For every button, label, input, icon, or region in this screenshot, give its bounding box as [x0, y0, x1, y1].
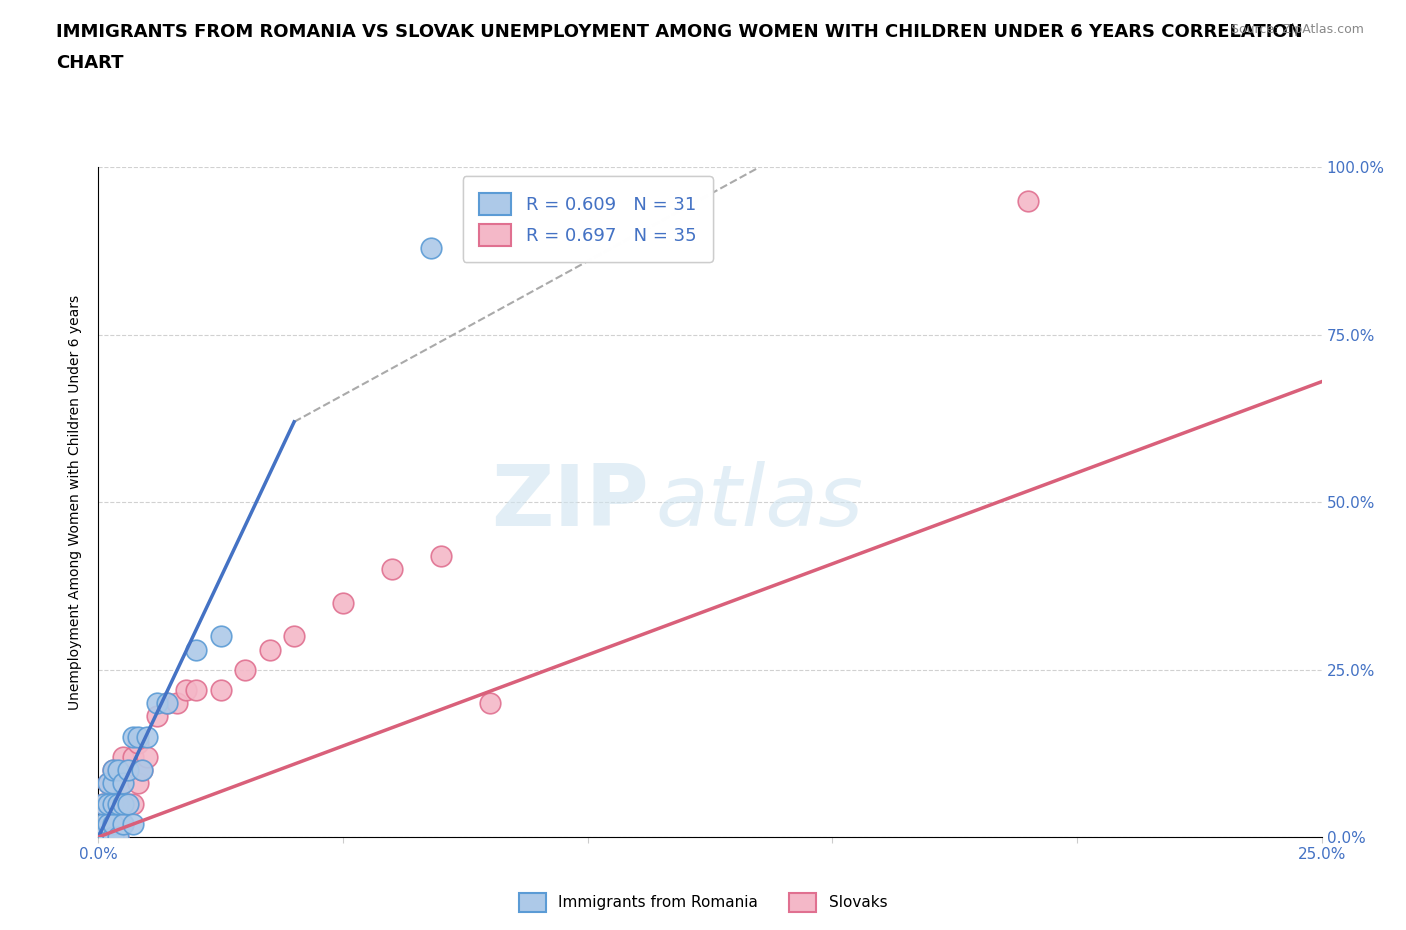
Point [97, 830, 120, 844]
Point [101, 817, 124, 831]
Point [97, 776, 120, 790]
Point [91, 830, 114, 844]
Y-axis label: Unemployment Among Women with Children Under 6 years: Unemployment Among Women with Children U… [69, 295, 83, 710]
Point [91, 830, 114, 844]
Point [127, 776, 149, 790]
Point [127, 729, 149, 744]
Point [117, 763, 139, 777]
Point [111, 750, 134, 764]
Point [166, 696, 188, 711]
Point [111, 817, 134, 831]
Point [107, 830, 129, 844]
Point [117, 796, 139, 811]
Point [91, 796, 114, 811]
Point [101, 796, 124, 811]
Point [209, 629, 232, 644]
Point [97, 796, 120, 811]
Point [233, 662, 256, 677]
Point [156, 696, 179, 711]
Point [121, 729, 143, 744]
Point [146, 709, 169, 724]
Point [430, 549, 453, 564]
Point [146, 696, 169, 711]
Point [111, 796, 134, 811]
Point [101, 776, 124, 790]
Point [101, 817, 124, 831]
Point [176, 683, 198, 698]
Point [91, 830, 114, 844]
Point [111, 817, 134, 831]
Text: CHART: CHART [56, 54, 124, 72]
Point [1017, 193, 1039, 208]
Point [107, 796, 129, 811]
Point [283, 629, 305, 644]
Point [127, 736, 149, 751]
Point [136, 750, 159, 764]
Point [186, 642, 208, 657]
Point [156, 696, 179, 711]
Point [420, 240, 443, 255]
Point [186, 683, 208, 698]
Point [121, 750, 143, 764]
Point [111, 776, 134, 790]
Legend: R = 0.609   N = 31, R = 0.697   N = 35: R = 0.609 N = 31, R = 0.697 N = 35 [463, 177, 713, 262]
Point [121, 796, 143, 811]
Point [101, 763, 124, 777]
Point [381, 562, 404, 577]
Point [136, 729, 159, 744]
Point [91, 796, 114, 811]
Point [332, 595, 354, 610]
Point [97, 817, 120, 831]
Text: Source: ZipAtlas.com: Source: ZipAtlas.com [1230, 23, 1364, 36]
Point [107, 796, 129, 811]
Point [209, 683, 232, 698]
Point [101, 796, 124, 811]
Point [101, 763, 124, 777]
Point [107, 830, 129, 844]
Text: ZIP: ZIP [491, 460, 650, 544]
Point [117, 796, 139, 811]
Point [478, 696, 501, 711]
Point [91, 817, 114, 831]
Point [97, 830, 120, 844]
Point [107, 763, 129, 777]
Point [259, 642, 281, 657]
Point [131, 763, 153, 777]
Text: IMMIGRANTS FROM ROMANIA VS SLOVAK UNEMPLOYMENT AMONG WOMEN WITH CHILDREN UNDER 6: IMMIGRANTS FROM ROMANIA VS SLOVAK UNEMPL… [56, 23, 1303, 41]
Point [101, 830, 124, 844]
Point [97, 776, 120, 790]
Point [131, 763, 153, 777]
Point [121, 817, 143, 831]
Point [111, 776, 134, 790]
Legend: Immigrants from Romania, Slovaks: Immigrants from Romania, Slovaks [513, 887, 893, 918]
Text: atlas: atlas [655, 460, 863, 544]
Point [117, 763, 139, 777]
Point [107, 763, 129, 777]
